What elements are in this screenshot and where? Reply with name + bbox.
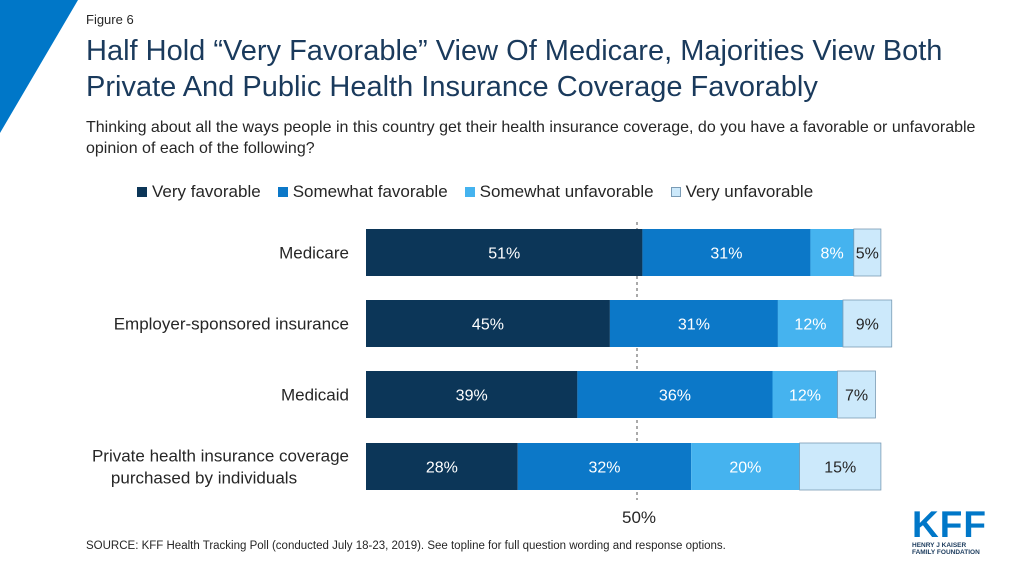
figure-label: Figure 6 [86,12,134,27]
legend-item-somewhat-unfavorable: Somewhat unfavorable [464,182,654,202]
data-label: 36% [659,388,691,405]
data-label: 51% [488,246,520,263]
data-label: 31% [678,317,710,334]
page-title: Half Hold “Very Favorable” View Of Medic… [86,35,943,103]
kff-logo-line1: HENRY J KAISER [912,542,967,549]
bar-segment-very-favorable-employer-sponsored-insurance [366,300,610,347]
legend-item-somewhat-favorable: Somewhat favorable [277,182,448,202]
legend-swatch [277,187,288,197]
kff-logo-word: KFF [912,504,987,545]
legend-swatch [670,187,681,197]
bar-segment-somewhat-favorable-medicaid [577,371,773,418]
bar-segment-very-favorable-medicare [366,229,643,276]
bar-segment-very-favorable-private-health-insurance-coverage-purchased-by-individuals [366,443,518,490]
legend-item-very-favorable: Very favorable [137,182,261,202]
bar-segment-very-unfavorable-employer-sponsored-insurance [842,299,893,348]
data-label: 9% [856,317,879,334]
data-label: 12% [789,388,821,405]
data-label: 20% [729,460,761,477]
kff-logo-line2: FAMILY FOUNDATION [912,549,980,556]
category-label: purchased by individuals [111,469,297,488]
source-note: SOURCE: KFF Health Tracking Poll (conduc… [86,540,726,552]
bar-segment-somewhat-unfavorable-medicaid [772,371,838,418]
category-label: Medicaid [281,386,349,405]
category-label: Medicare [279,244,349,263]
legend-item-very-unfavorable: Very unfavorable [670,182,814,202]
kff-logo: KFF HENRY J KAISER FAMILY FOUNDATION [912,504,992,558]
bar-segment-somewhat-favorable-employer-sponsored-insurance [609,300,778,347]
data-label: 15% [824,460,856,477]
data-label: 39% [456,388,488,405]
chart-legend: Very favorable Somewhat favorable Somewh… [137,182,830,202]
category-label: Private health insurance coverage [92,447,349,466]
legend-label: Very unfavorable [685,182,814,201]
bar-segment-somewhat-favorable-medicare [642,229,811,276]
chart-subtitle: Thinking about all the ways people in th… [86,119,976,157]
data-label: 32% [588,460,620,477]
bar-segment-very-unfavorable-medicare [853,228,882,277]
bar-segment-somewhat-unfavorable-medicare [810,229,854,276]
bar-segment-very-unfavorable-medicaid [837,370,876,419]
data-label: 8% [821,246,844,263]
category-label: Employer-sponsored insurance [114,315,349,334]
bar-segment-very-unfavorable-private-health-insurance-coverage-purchased-by-individuals [799,442,882,491]
bar-segment-somewhat-unfavorable-private-health-insurance-coverage-purchased-by-individuals [691,443,800,490]
legend-swatch [137,187,147,197]
data-label: 31% [710,246,742,263]
corner-triangle-decoration [0,0,78,133]
legend-swatch [464,187,475,197]
stacked-bar-chart: Medicare 51% 31% 8% 5% Employer-sponsored ins… [92,222,893,527]
bar-segment-somewhat-unfavorable-employer-sponsored-insurance [777,300,843,347]
bar-segment-very-favorable-medicaid [366,371,578,418]
legend-label: Somewhat unfavorable [479,182,654,201]
data-label: 12% [794,317,826,334]
legend-label: Very favorable [152,182,261,201]
data-label: 7% [845,388,868,405]
data-label: 28% [426,460,458,477]
legend-label: Somewhat favorable [292,182,448,201]
data-label: 5% [856,246,879,263]
reference-line-label: 50% [622,508,656,527]
data-label: 45% [472,317,504,334]
bar-segment-somewhat-favorable-private-health-insurance-coverage-purchased-by-individuals [517,443,692,490]
